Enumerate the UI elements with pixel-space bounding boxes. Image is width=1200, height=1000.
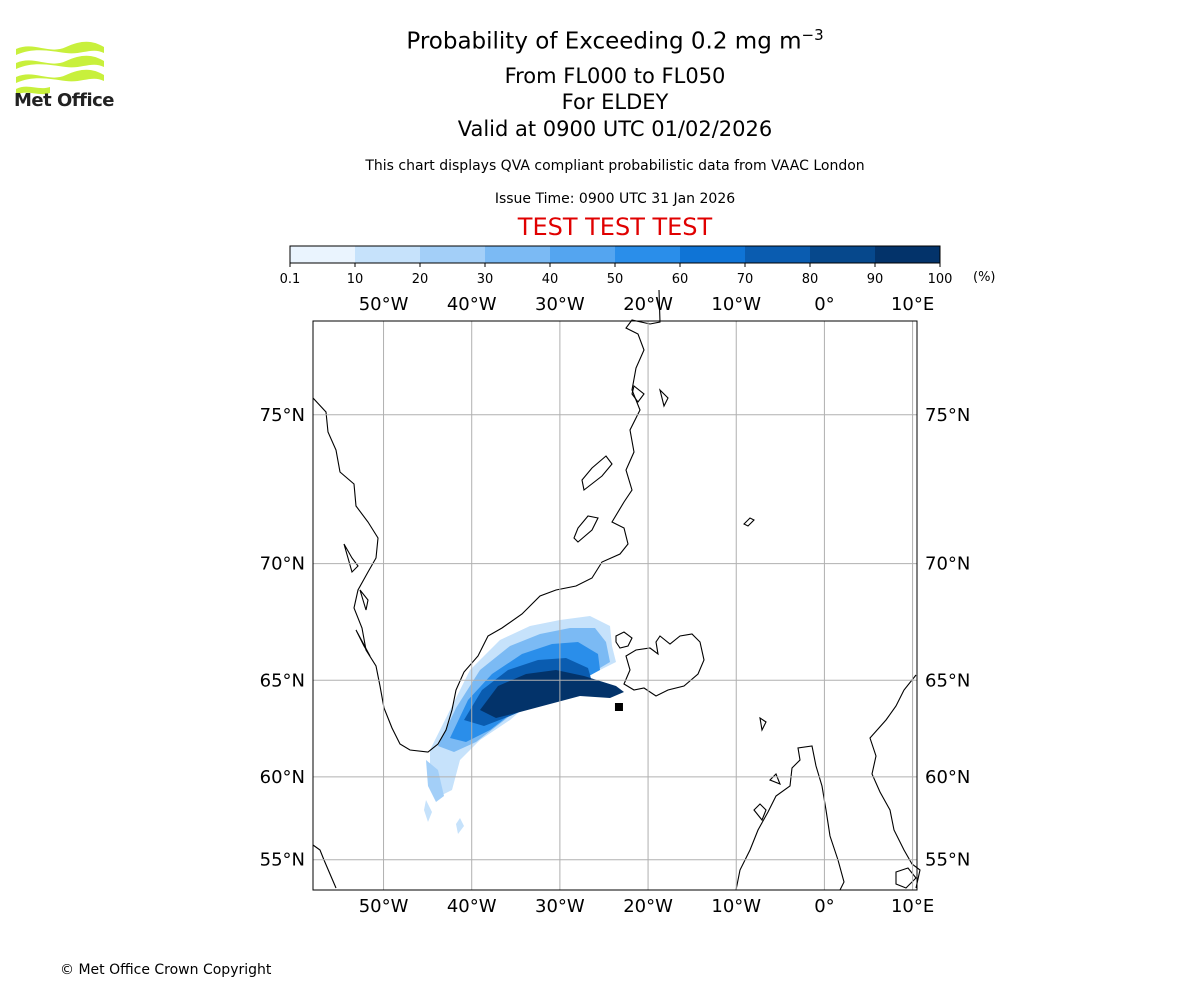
colorbar-segment [810,246,876,263]
met-office-logo-text: Met Office [14,90,115,111]
uk-coastline [735,745,845,891]
ash-probability-map: 50°W 40°W 30°W 20°W 10°W 0° 10°E 50°W 40°W 30°W 2… [260,290,970,917]
lat-label-left: 75°N [260,405,305,426]
colorbar-segment [745,246,811,263]
colorbar-unit: (%) [973,270,996,285]
location-name: For ELDEY [561,90,669,114]
lat-label-left: 65°N [260,670,305,691]
colorbar-tick-label: 30 [477,272,494,287]
lon-label-top: 0° [814,294,834,315]
copyright-notice: © Met Office Crown Copyright [60,962,272,978]
colorbar-tick-label: 60 [672,272,689,287]
colorbar-segment [875,246,941,263]
colorbar-segment [680,246,746,263]
probability-colorbar: 0.1 10 20 30 40 50 60 70 80 90 100 [280,245,953,287]
colorbar-tick-label: 90 [867,272,884,287]
lat-label-left: 55°N [260,850,305,871]
colorbar-segment [485,246,551,263]
lat-label-right: 75°N [925,405,970,426]
lat-label-right: 55°N [925,850,970,871]
colorbar-tick-label: 100 [928,272,953,287]
lat-label-right: 65°N [925,670,970,691]
iceland-coastline [623,633,705,697]
graticule [313,321,917,890]
chart-description: This chart displays QVA compliant probab… [365,158,865,174]
ash-plume-field [424,616,624,834]
lat-label-right: 60°N [925,767,970,788]
met-office-logo-waves-icon [16,41,104,95]
lon-label-bottom: 40°W [447,896,497,917]
lon-label-top: 40°W [447,294,497,315]
ash-probability-region [480,670,624,718]
ash-probability-region [424,800,432,822]
colorbar-tick-label: 10 [347,272,364,287]
test-banner: TEST TEST TEST [517,213,713,241]
lat-label-left: 60°N [260,767,305,788]
colorbar-tick-label: 20 [412,272,429,287]
colorbar-tick-label: 80 [802,272,819,287]
colorbar-segment [420,246,486,263]
norway-coastline [869,674,921,889]
colorbar-segment [355,246,421,263]
lon-label-bottom: 0° [814,896,834,917]
map-frame [312,320,918,891]
colorbar-tick-label: 50 [607,272,624,287]
greenland-coastline [312,290,661,753]
colorbar-segment [615,246,681,263]
ash-probability-region [426,760,444,802]
colorbar-segment [290,246,356,263]
lon-label-bottom: 50°W [359,896,409,917]
lon-label-bottom: 10°E [891,896,934,917]
lon-label-bottom: 20°W [623,896,673,917]
colorbar-segment [550,246,616,263]
valid-time: Valid at 0900 UTC 01/02/2026 [457,117,773,141]
colorbar-tick-label: 70 [737,272,754,287]
colorbar-tick-label: 40 [542,272,559,287]
lon-label-top: 10°W [711,294,761,315]
source-location-marker [614,702,623,711]
lat-label-left: 70°N [260,554,305,575]
lon-label-top: 10°E [891,294,934,315]
issue-time: Issue Time: 0900 UTC 31 Jan 2026 [494,191,736,207]
lat-label-right: 70°N [925,554,970,575]
ash-probability-region [456,818,464,834]
lon-label-bottom: 30°W [535,896,585,917]
chart-title: Probability of Exceeding 0.2 mg m−3 [406,26,824,55]
lon-label-top: 50°W [359,294,409,315]
colorbar-tick-label: 0.1 [280,272,300,287]
lon-label-bottom: 10°W [711,896,761,917]
coastlines [312,290,921,891]
lon-label-top: 30°W [535,294,585,315]
flight-level-range: From FL000 to FL050 [504,64,726,88]
lon-label-top: 20°W [623,294,673,315]
